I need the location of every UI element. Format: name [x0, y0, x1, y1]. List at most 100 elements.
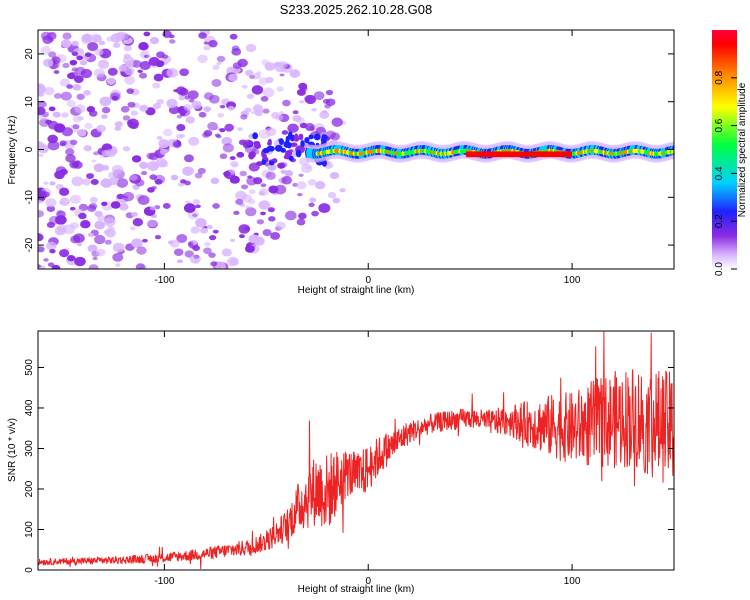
snr-ylabel: SNR (10 * v/v): [7, 418, 18, 482]
spectral-blob: [59, 197, 70, 207]
spectral-blob: [59, 142, 66, 147]
spectral-blob: [209, 234, 217, 241]
spectral-blob: [235, 198, 244, 205]
spectral-blob: [156, 135, 163, 140]
spectral-blob: [53, 123, 66, 133]
spectral-blob: [203, 45, 211, 51]
spectral-blob: [135, 179, 145, 187]
spectral-blob: [256, 219, 265, 225]
spectral-blob: [229, 33, 238, 40]
spectral-blob: [216, 55, 226, 63]
spectral-blob: [281, 130, 289, 135]
spectral-blob: [268, 185, 279, 194]
spectral-blob: [142, 238, 148, 243]
spectral-blob: [122, 146, 131, 152]
spectral-blob: [93, 151, 100, 156]
spectral-blob: [279, 73, 285, 77]
spectral-blob: [304, 136, 310, 144]
spectral-blob: [229, 156, 236, 161]
spectral-blob: [241, 84, 248, 89]
spectral-blob: [146, 152, 155, 160]
spectral-blob: [49, 181, 56, 186]
spectral-blob: [127, 101, 136, 108]
spectral-blob: [152, 103, 162, 110]
spectral-blob: [95, 248, 106, 257]
spectral-blob: [74, 104, 86, 114]
spectral-blob: [246, 140, 253, 146]
spectral-blob: [77, 116, 84, 121]
colorbar-tick-label: 0.2: [714, 214, 725, 228]
spectral-blob: [251, 85, 264, 95]
x-tick-label: 0: [365, 576, 371, 587]
spectral-blob: [67, 255, 76, 262]
spectral-blob: [239, 234, 245, 239]
spectral-blob: [87, 245, 97, 252]
figure-title: S233.2025.262.10.28.G08: [280, 2, 433, 17]
spectral-blob: [220, 265, 227, 269]
spectral-blob: [260, 183, 267, 188]
spectral-blob: [53, 92, 62, 99]
spectral-blob: [69, 59, 78, 66]
spectral-blob: [60, 91, 72, 101]
spectral-blob: [172, 141, 182, 148]
spectral-blob: [197, 54, 208, 64]
spectral-blob: [46, 221, 56, 228]
spectral-blob: [245, 205, 251, 209]
spectral-blob: [88, 202, 98, 210]
spectral-blob: [332, 197, 341, 204]
spectral-blob: [258, 188, 269, 196]
spectral-blob: [70, 222, 79, 229]
spectral-blob: [122, 115, 131, 121]
spectral-blob: [318, 203, 331, 214]
spectral-blob: [296, 181, 307, 190]
spectral-blob: [84, 122, 93, 130]
spectral-blob: [198, 111, 207, 118]
y-tick-label: 400: [24, 399, 35, 416]
spectral-blob: [321, 134, 328, 141]
spectral-blob: [262, 229, 272, 237]
spectral-blob: [45, 241, 57, 251]
spectral-blob: [197, 167, 206, 174]
spectral-blob: [88, 110, 98, 117]
spectral-blob: [38, 210, 44, 218]
y-tick-label: 200: [24, 480, 35, 497]
spectral-blob: [66, 84, 73, 89]
snr-frame: [37, 330, 675, 571]
spectral-blob: [267, 163, 277, 171]
spectral-blob: [258, 200, 271, 210]
spectral-blob: [122, 56, 135, 66]
spectral-blob: [203, 41, 209, 45]
spectral-blob: [129, 226, 136, 231]
spectral-blob: [265, 127, 277, 137]
spectral-blob: [92, 256, 98, 261]
spectral-blob: [271, 112, 280, 119]
spectral-blob: [255, 161, 264, 166]
spectral-blob: [147, 219, 158, 228]
spectral-blob: [42, 58, 54, 68]
spectral-blob: [319, 110, 330, 119]
spectral-blob: [76, 93, 85, 100]
spectral-blob: [71, 176, 84, 187]
spectral-blob: [244, 107, 252, 113]
spectral-blob: [153, 73, 164, 82]
spectrogram-ylabel: Frequency (Hz): [7, 116, 18, 185]
spectral-blob: [274, 144, 283, 152]
spectral-blob: [240, 114, 248, 120]
spectral-blob: [139, 61, 151, 71]
spectral-blob: [309, 197, 317, 203]
spectral-blob: [76, 55, 84, 61]
spectral-blob: [78, 212, 87, 220]
y-tick-label: 20: [24, 48, 35, 60]
spectral-blob: [149, 37, 160, 45]
spectral-blob: [284, 210, 297, 221]
spectral-blob: [229, 238, 236, 243]
spectral-blob: [244, 245, 255, 253]
spectral-blob: [195, 204, 201, 209]
spectral-blob: [66, 72, 76, 79]
spectral-blob: [82, 178, 92, 186]
spectral-blob: [46, 32, 57, 40]
spectral-blob: [44, 86, 55, 96]
spectral-blob: [59, 249, 70, 258]
